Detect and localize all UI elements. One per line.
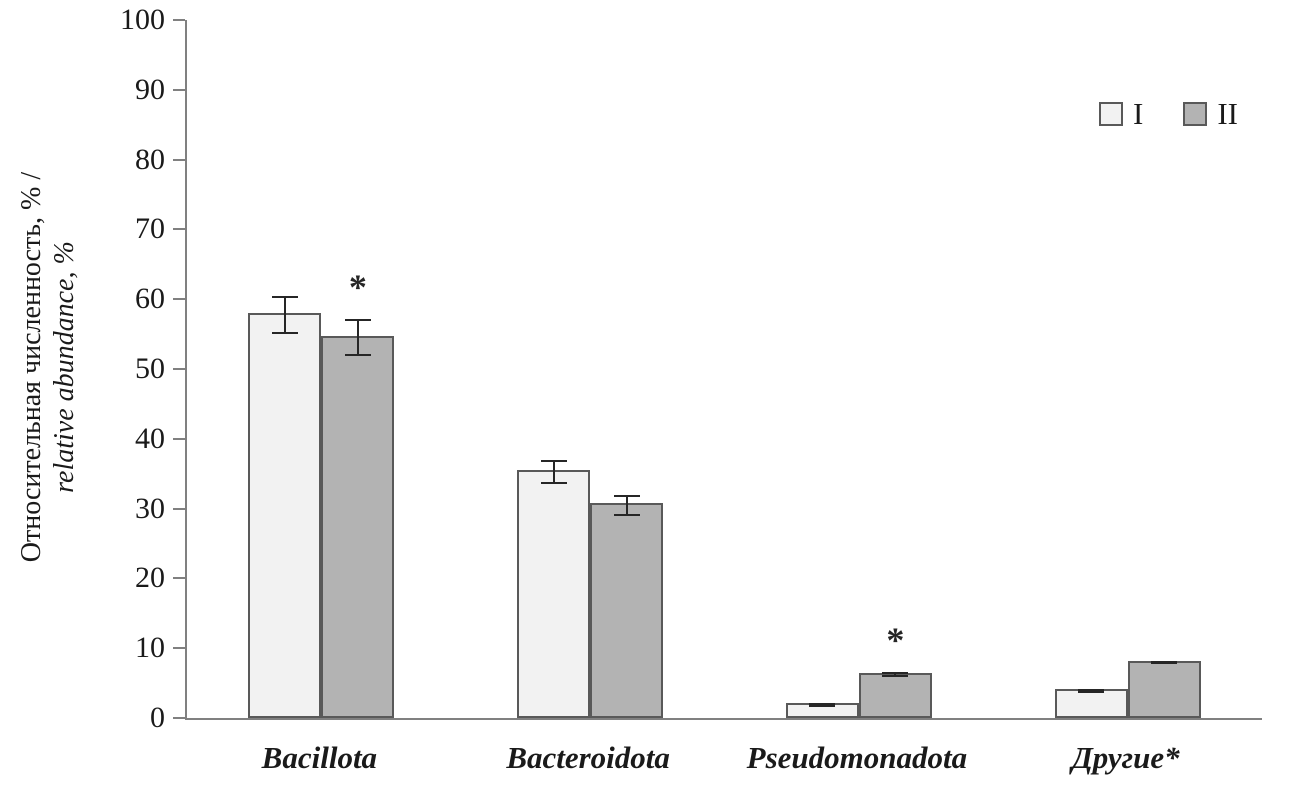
x-category-label: Bacteroidota <box>506 740 670 775</box>
error-bar <box>613 494 640 516</box>
error-bar-cap-bottom <box>1151 662 1178 665</box>
error-bar <box>809 702 836 707</box>
x-category-label: Другие* <box>1071 740 1180 775</box>
error-bar-cap-top <box>540 460 567 463</box>
legend-item: II <box>1183 96 1238 132</box>
legend-swatch <box>1099 102 1124 126</box>
y-tick-mark <box>173 717 185 719</box>
error-bar <box>882 671 909 678</box>
y-tick-mark <box>173 368 185 370</box>
y-tick-mark <box>173 507 185 510</box>
error-bar-stem <box>894 671 897 678</box>
y-tick-label: 0 <box>150 701 165 734</box>
error-bar-stem <box>552 460 555 485</box>
bar-group <box>517 20 664 718</box>
bar <box>785 702 859 718</box>
y-tick-label: 100 <box>120 3 165 36</box>
error-bar <box>344 319 371 356</box>
y-tick-mark <box>173 437 185 440</box>
error-bar-cap-bottom <box>882 675 909 678</box>
y-tick-label: 30 <box>135 491 165 525</box>
significance-asterisk: * <box>348 267 367 308</box>
error-bar-cap-bottom <box>540 482 567 485</box>
bar <box>590 494 664 718</box>
y-tick-mark <box>173 577 185 580</box>
y-tick-mark <box>173 647 185 650</box>
y-tick-mark <box>173 298 185 301</box>
y-tick-label: 20 <box>135 561 165 595</box>
y-tick-mark <box>173 228 185 231</box>
bar-group: * <box>248 20 395 718</box>
error-bar <box>1078 688 1105 693</box>
y-tick-label: 60 <box>135 282 165 316</box>
error-bar <box>1151 661 1178 665</box>
error-bar-stem <box>625 494 628 516</box>
error-bar-cap-bottom <box>1078 690 1105 693</box>
legend-label: II <box>1217 96 1238 131</box>
error-bar-cap-top <box>344 319 371 322</box>
plot-area: * * <box>185 20 1262 720</box>
significance-asterisk: * <box>886 619 905 660</box>
error-bar-cap-top <box>613 494 640 497</box>
error-bar <box>271 296 298 335</box>
y-tick-mark <box>173 19 185 21</box>
error-bar-stem <box>1090 688 1093 693</box>
x-category-label: Bacillota <box>261 740 378 775</box>
error-bar-cap-top <box>1078 688 1105 691</box>
error-bar-cap-top <box>271 296 298 299</box>
bar <box>1054 688 1128 718</box>
error-bar-cap-bottom <box>613 513 640 516</box>
legend-swatch <box>1183 102 1208 126</box>
bar: * <box>321 269 395 718</box>
legend-label: I <box>1133 96 1144 131</box>
bar-group <box>1054 20 1201 718</box>
bar <box>1127 660 1201 718</box>
y-tick-label: 90 <box>135 72 165 106</box>
bar-group: * <box>785 20 932 718</box>
error-bar-stem <box>283 296 286 335</box>
legend-item: I <box>1099 96 1143 132</box>
bar <box>517 460 591 718</box>
y-tick-mark <box>173 88 185 91</box>
error-bar-cap-bottom <box>809 704 836 707</box>
bar <box>248 296 322 718</box>
error-bar-cap-bottom <box>271 332 298 335</box>
legend: I II <box>1099 96 1238 132</box>
y-tick-label: 50 <box>135 352 165 385</box>
error-bar-stem <box>356 319 359 356</box>
error-bar-cap-bottom <box>344 353 371 356</box>
bar: * <box>858 622 932 718</box>
x-category-label: Pseudomonadota <box>746 740 968 775</box>
y-tick-mark <box>173 158 185 161</box>
error-bar-cap-top <box>882 671 909 674</box>
y-tick-label: 70 <box>135 212 165 246</box>
error-bar-cap-top <box>809 702 836 705</box>
error-bar <box>540 460 567 485</box>
y-tick-label: 40 <box>135 421 165 455</box>
y-tick-label: 10 <box>135 631 165 665</box>
error-bar-stem <box>821 702 824 707</box>
y-tick-label: 80 <box>135 142 165 176</box>
